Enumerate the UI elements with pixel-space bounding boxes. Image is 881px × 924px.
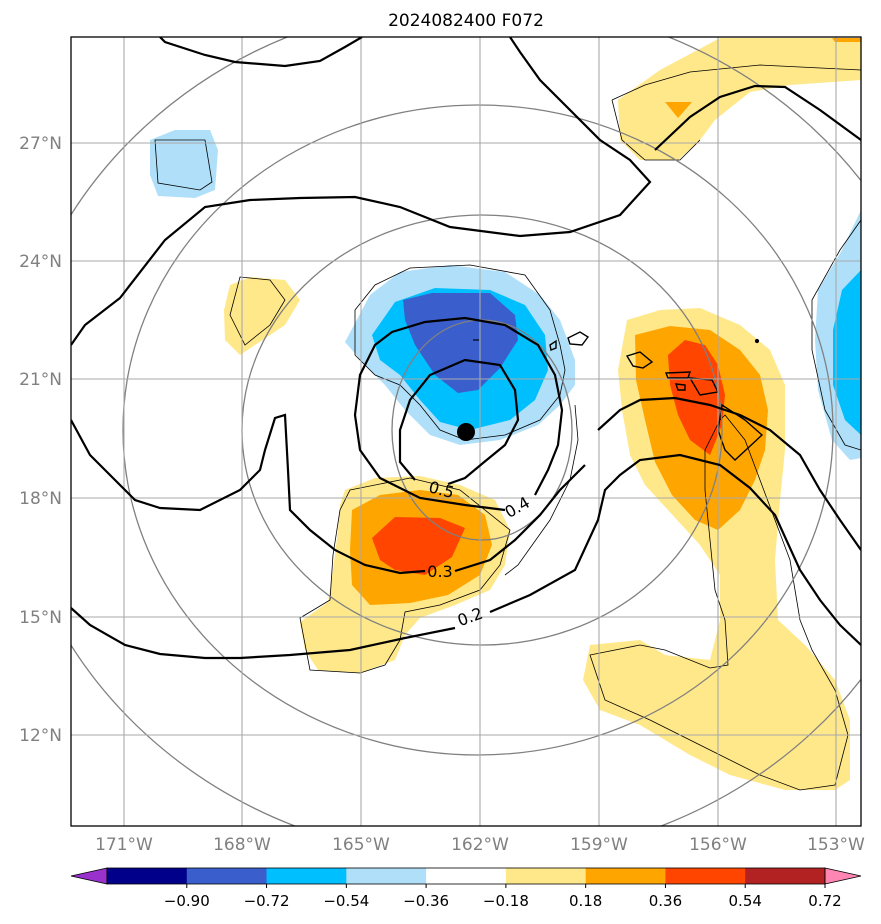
warm-region-west	[224, 277, 300, 355]
map-panel: 0.5 0.4 0.3 0.2	[71, 37, 861, 826]
contour-label-0.3: 0.3	[427, 562, 452, 581]
colorbar-segment	[585, 868, 666, 884]
colorbar-segment	[107, 868, 188, 884]
warm-patch-northeast	[665, 102, 692, 118]
island-lanai	[674, 383, 686, 391]
graticule	[71, 37, 861, 826]
lon-label: 168°W	[213, 835, 271, 855]
map-title: 2024082400 F072	[388, 11, 544, 31]
colorbar-tick-label: 0.72	[808, 892, 841, 910]
contour-0.2	[71, 453, 861, 660]
colorbar-tick-label: 0.18	[569, 892, 602, 910]
colorbar-extend-low	[70, 867, 108, 885]
map-frame	[70, 36, 862, 827]
warm-region-east-core	[668, 340, 725, 455]
lat-label: 21°N	[19, 370, 62, 390]
lat-label: 12°N	[19, 726, 62, 746]
colorbar-frame	[106, 867, 826, 885]
island-niihau	[549, 339, 557, 351]
island-oahu	[625, 351, 654, 369]
colorbar-segment	[665, 868, 746, 884]
warm-patch-top-right	[832, 38, 861, 42]
range-ring-3	[122, 104, 834, 756]
contour-0.3	[71, 413, 586, 575]
thick-contours	[71, 37, 861, 660]
lat-label: 15°N	[19, 608, 62, 628]
longitude-labels: 171°W 168°W 165°W 162°W 159°W 156°W 153°…	[95, 835, 865, 855]
island-big	[717, 403, 764, 461]
lat-label: 24°N	[19, 252, 62, 272]
thin-contour-outlines	[154, 64, 861, 791]
colorbar-segment	[426, 868, 507, 884]
lon-label: 153°W	[807, 835, 865, 855]
lat-label: 27°N	[19, 134, 62, 154]
colorbar-segment	[346, 868, 427, 884]
cool-region-center-core	[403, 293, 518, 393]
lon-label: 156°W	[689, 835, 747, 855]
colorbar-segment	[505, 868, 587, 884]
cool-region-northwest	[150, 130, 218, 198]
colorbar-tick-label: −0.72	[244, 892, 290, 910]
colorbar-tick-label: −0.36	[403, 892, 449, 910]
contour-0.4	[353, 316, 564, 512]
colorbar-tick-label: 0.54	[729, 892, 762, 910]
colorbar-segment	[745, 868, 826, 884]
storm-center-marker	[457, 423, 475, 441]
latitude-labels: 27°N 24°N 21°N 18°N 15°N 12°N	[19, 134, 62, 746]
island-molokai	[664, 371, 691, 379]
colorbar-tick-label: −0.18	[483, 892, 529, 910]
colorbar-tick-label: −0.54	[323, 892, 369, 910]
lon-label: 165°W	[332, 835, 390, 855]
contour-0.2-east	[597, 396, 861, 551]
warm-region-south-core	[372, 517, 465, 575]
colorbar: −0.90 −0.72 −0.54 −0.36 −0.18 0.18 0.36 0.54 0.7…	[70, 867, 862, 910]
island-kauai	[567, 331, 590, 346]
cool-region-east-edge-mid	[833, 270, 861, 435]
lon-label: 171°W	[95, 835, 153, 855]
colorbar-segment	[186, 868, 268, 884]
lat-label: 18°N	[19, 489, 62, 509]
colorbar-tick-label: 0.36	[649, 892, 682, 910]
contour-outer-north	[71, 37, 652, 346]
contour-top	[159, 37, 363, 68]
colorbar-tick-label: −0.90	[164, 892, 210, 910]
positive-anomaly-shading	[224, 38, 861, 790]
lon-label: 162°W	[451, 835, 509, 855]
colorbar-segment	[266, 868, 347, 884]
warm-region-northeast	[618, 38, 861, 160]
contour-northeast	[654, 84, 861, 151]
lon-label: 159°W	[570, 835, 628, 855]
colorbar-extend-high	[824, 867, 862, 885]
contour-0.5	[398, 358, 520, 486]
